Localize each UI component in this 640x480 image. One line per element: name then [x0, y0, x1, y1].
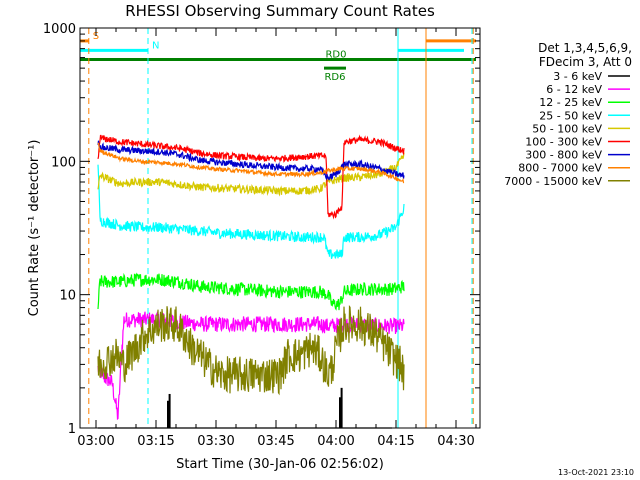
flag-label: RD6: [324, 72, 345, 83]
legend-label: 100 - 300 keV: [525, 136, 602, 149]
series-line: [97, 272, 405, 311]
flag-label: S: [93, 31, 99, 42]
series-800-7000-kev: [97, 142, 405, 184]
chart-title: RHESSI Observing Summary Count Rates: [125, 2, 435, 20]
x-tick-label: 03:00: [77, 434, 114, 449]
series-100-300-kev: [97, 134, 405, 220]
x-tick-label: 04:30: [437, 434, 474, 449]
x-tick-label: 03:15: [137, 434, 174, 449]
y-tick-label: 1000: [43, 22, 76, 37]
legend-label: 6 - 12 keV: [546, 83, 602, 96]
x-tick-label: 04:15: [377, 434, 414, 449]
x-axis-ticks: 03:00 03:15 03:30 03:45 04:00 04:15 04:30: [77, 28, 477, 449]
flag-rd0: RD0: [80, 50, 476, 62]
y-tick-label: 100: [51, 155, 76, 170]
plot-frame: [79, 27, 481, 429]
y-axis-ticks: 1 10 100 1000: [43, 22, 480, 437]
legend-label: 7000 - 15000 keV: [504, 175, 602, 188]
legend: Det 1,3,4,5,6,9, FDecim 3, Att 0 3 - 6 k…: [504, 41, 632, 188]
footer-date: 13-Oct-2021 23:10: [558, 468, 634, 477]
series-line: [97, 134, 405, 220]
x-axis-label: Start Time (30-Jan-06 02:56:02): [176, 457, 384, 472]
legend-label: 800 - 7000 keV: [518, 162, 602, 175]
flag-label: RD0: [325, 50, 346, 61]
legend-label: 25 - 50 keV: [539, 109, 602, 122]
x-tick-label: 03:45: [257, 434, 294, 449]
legend-label: 50 - 100 keV: [532, 122, 602, 135]
legend-label: 300 - 800 keV: [525, 149, 602, 162]
flag-label: N: [152, 40, 159, 51]
series-line: [97, 164, 405, 259]
x-tick-label: 04:00: [317, 434, 354, 449]
series-line: [97, 152, 405, 197]
y-axis-label: Count Rate (s⁻¹ detector⁻¹): [27, 140, 42, 317]
y-tick-label: 10: [59, 289, 76, 304]
data-series: [97, 134, 405, 429]
legend-label: 3 - 6 keV: [553, 70, 602, 83]
series-line: [97, 140, 405, 181]
series-12-25-kev: [97, 272, 405, 311]
legend-header-line-2: FDecim 3, Att 0: [539, 55, 632, 69]
series-7000-15000-kev: [97, 304, 405, 396]
series-line: [97, 142, 405, 184]
series-50-100-kev: [97, 152, 405, 197]
flag-bars: S N RD0 RD6: [80, 31, 476, 83]
flag-rd6: RD6: [324, 66, 346, 83]
legend-label: 12 - 25 keV: [539, 96, 602, 109]
series-25-50-kev: [97, 164, 405, 259]
legend-header-line-1: Det 1,3,4,5,6,9,: [538, 41, 632, 55]
y-tick-label: 1: [68, 422, 76, 437]
flag-n: N: [80, 40, 464, 52]
series-300-800-kev: [97, 140, 405, 181]
x-tick-label: 03:30: [197, 434, 234, 449]
series-line: [97, 304, 405, 396]
